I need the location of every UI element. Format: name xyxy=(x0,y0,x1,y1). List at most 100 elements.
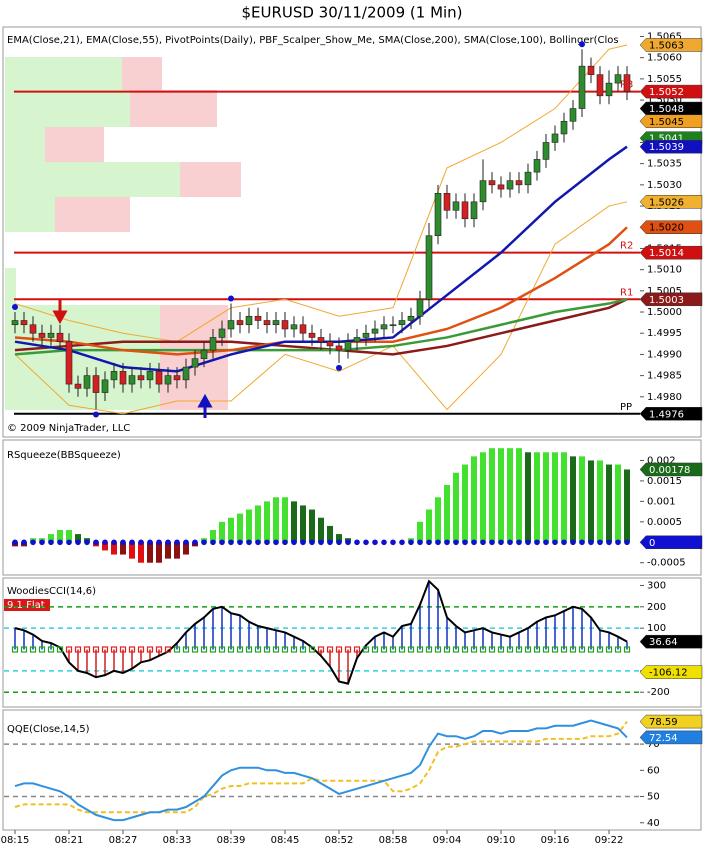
y-tick-label: 1.5005 xyxy=(647,286,682,297)
candle-body xyxy=(407,315,415,321)
zone xyxy=(55,197,130,232)
zero-marker xyxy=(605,646,613,653)
zero-marker xyxy=(353,646,361,653)
flat-label: 9.1 Flat xyxy=(7,600,45,611)
candle-body xyxy=(335,345,343,351)
zone xyxy=(45,127,104,162)
bar xyxy=(237,513,243,543)
zero-marker xyxy=(416,646,424,653)
price-tag xyxy=(639,38,703,52)
zero-marker xyxy=(164,646,172,653)
squeeze-dot xyxy=(309,539,315,546)
zero-marker xyxy=(263,646,271,653)
x-tick-label: 08:27 xyxy=(109,835,138,846)
x-tick-label: 08:21 xyxy=(55,835,84,846)
squeeze-dot xyxy=(111,539,117,546)
bar xyxy=(156,542,162,563)
squeeze-dot xyxy=(12,539,18,546)
price-tag-label: 1.4976 xyxy=(649,409,684,420)
pivot-label: R1 xyxy=(620,287,633,298)
y-tick-label: 40 xyxy=(647,818,660,829)
y-tick-label: 1.5055 xyxy=(647,74,682,85)
price-tag-label: 72.54 xyxy=(649,733,678,744)
y-tick-label: 1.5065 xyxy=(647,31,682,42)
squeeze-dot xyxy=(390,539,396,546)
candle-body xyxy=(119,371,127,385)
candle-body xyxy=(137,375,145,381)
zero-marker xyxy=(56,646,64,653)
squeeze-dot xyxy=(579,539,585,546)
zero-marker xyxy=(227,646,235,653)
zero-marker xyxy=(137,646,145,653)
flat-badge xyxy=(4,599,50,611)
candle-body xyxy=(380,324,388,330)
x-tick-label: 09:04 xyxy=(433,835,462,846)
bar xyxy=(417,521,423,543)
zero-marker xyxy=(407,646,415,653)
candle-body xyxy=(551,133,559,143)
zone xyxy=(5,197,55,232)
zone xyxy=(130,90,217,127)
zero-marker xyxy=(119,646,127,653)
candle-body xyxy=(416,299,424,317)
squeeze-dot xyxy=(462,539,468,546)
zero-marker xyxy=(587,646,595,653)
bar xyxy=(507,448,513,543)
zone xyxy=(160,305,228,410)
candle-body xyxy=(461,201,469,220)
zone xyxy=(5,127,45,162)
bar xyxy=(228,517,234,543)
bar xyxy=(426,509,432,543)
zero-marker xyxy=(443,646,451,653)
squeeze-dot xyxy=(444,539,450,546)
squeeze-dot xyxy=(138,539,144,546)
right-axis: 1.49801.49851.49901.49951.50001.50051.50… xyxy=(1,31,703,846)
bar xyxy=(489,448,495,543)
panel-title: QQE(Close,14,5) xyxy=(7,724,90,735)
squeeze-dot xyxy=(48,539,54,546)
candle-body xyxy=(452,201,460,211)
candle-body xyxy=(11,320,19,326)
candle-body xyxy=(155,371,163,385)
squeeze-dot xyxy=(624,539,630,546)
bar xyxy=(579,456,585,543)
swing-high-dot xyxy=(579,41,585,48)
zero-marker xyxy=(191,646,199,653)
zero-marker xyxy=(200,646,208,653)
candle-body xyxy=(353,337,361,342)
squeeze-dot xyxy=(498,539,504,546)
zero-marker xyxy=(434,646,442,653)
squeeze-dot xyxy=(39,539,45,546)
candle-body xyxy=(488,180,496,186)
bar xyxy=(129,542,135,559)
squeeze-dot xyxy=(480,539,486,546)
candle-body xyxy=(20,320,28,326)
candle-body xyxy=(479,180,487,203)
candle-body xyxy=(398,320,406,326)
bar xyxy=(480,452,486,543)
price-tag xyxy=(639,407,703,421)
zero-marker xyxy=(515,646,523,653)
bar xyxy=(174,542,180,559)
y-tick-label: 1.4995 xyxy=(647,328,682,339)
squeeze-dot xyxy=(426,539,432,546)
zero-marker xyxy=(155,646,163,653)
y-tick-label: 1.5030 xyxy=(647,180,682,191)
candle-body xyxy=(605,82,613,97)
x-tick-label: 08:33 xyxy=(163,835,192,846)
bar xyxy=(264,501,270,543)
x-tick-label: 09:16 xyxy=(541,835,570,846)
squeeze-dot xyxy=(543,539,549,546)
indicator-line xyxy=(14,44,628,343)
squeeze-dot xyxy=(30,539,36,546)
price-tag-label: 1.5045 xyxy=(649,117,684,128)
x-tick-label: 08:52 xyxy=(325,835,354,846)
squeeze-dot xyxy=(291,539,297,546)
zone xyxy=(5,162,180,197)
bar xyxy=(246,509,252,543)
squeeze-dot xyxy=(471,539,477,546)
squeeze-dot xyxy=(237,539,243,546)
bar xyxy=(606,464,612,543)
candle-body xyxy=(578,65,586,109)
